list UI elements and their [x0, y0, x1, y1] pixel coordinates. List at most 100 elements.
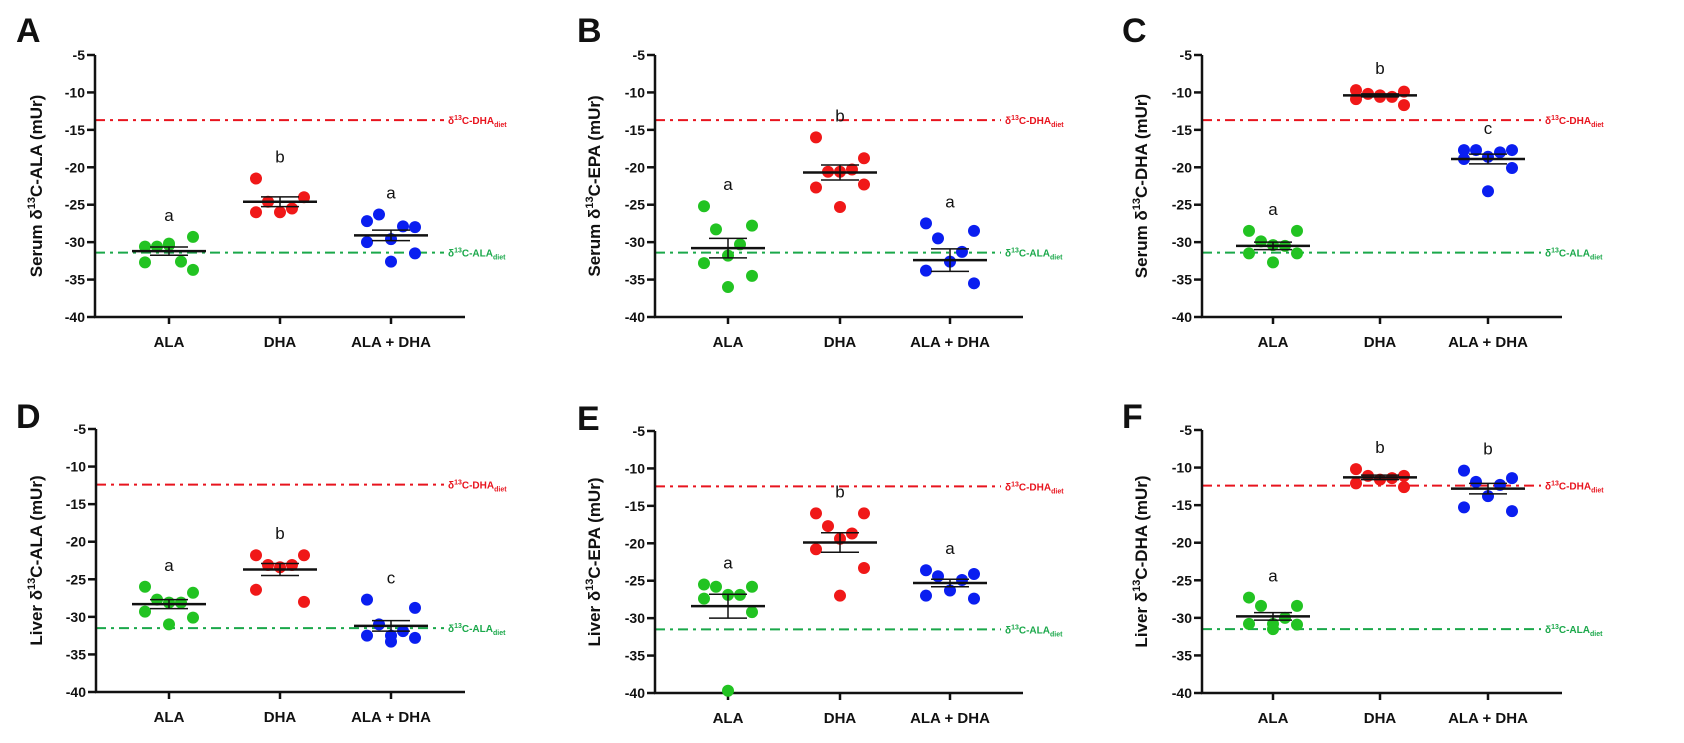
panel-f: F Liver δ13C-DHA (mUr) δ13C-DHAdiet δ13C-AL…	[1122, 398, 1604, 727]
data-point	[956, 245, 968, 258]
data-point	[298, 549, 310, 562]
reference-line-label: δ13C-ALAdiet	[1005, 624, 1063, 638]
y-tick-label: -35	[65, 272, 85, 288]
y-tick-label: -35	[66, 646, 86, 662]
y-tick-label: -25	[625, 573, 645, 589]
series-dha: b	[243, 148, 317, 219]
data-point	[187, 586, 199, 599]
series-ala: a	[132, 206, 206, 276]
y-tick-label: -10	[1172, 460, 1192, 476]
x-tick-label: ALA	[713, 334, 744, 351]
data-point	[834, 200, 846, 213]
series-dha: b	[1343, 59, 1417, 112]
y-axis-label: Serum δ13C-ALA (mUr)	[26, 95, 46, 278]
data-point	[710, 223, 722, 236]
reference-line-label: δ13C-DHAdiet	[1005, 481, 1064, 495]
data-point	[1243, 591, 1255, 604]
data-point	[1398, 99, 1410, 112]
data-point	[968, 592, 980, 605]
data-point	[1506, 472, 1518, 485]
y-axis-label: Serum δ13C-EPA (mUr)	[584, 95, 604, 276]
data-point	[834, 589, 846, 602]
y-axis-label: Liver δ13C-ALA (mUr)	[26, 475, 46, 645]
panel-a: A Serum δ13C-ALA (mUr) δ13C-DHAdiet δ13C-AL…	[16, 12, 507, 351]
panel-d: D Liver δ13C-ALA (mUr) δ13C-DHAdiet δ13C-AL…	[16, 398, 507, 726]
y-tick-label: -5	[74, 421, 87, 437]
y-tick-label: -15	[66, 496, 86, 512]
x-tick-label: ALA + DHA	[351, 334, 431, 351]
reference-line-label: δ13C-ALAdiet	[1005, 248, 1063, 262]
data-point	[1350, 477, 1362, 490]
y-tick-label: -40	[65, 309, 85, 325]
data-point	[286, 559, 298, 572]
y-tick-label: -5	[633, 423, 646, 439]
significance-letter: c	[387, 569, 396, 588]
data-point	[822, 520, 834, 533]
series-ala-dha: a	[913, 539, 987, 605]
significance-letter: b	[275, 524, 284, 543]
data-point	[286, 202, 298, 215]
x-tick-label: ALA + DHA	[1448, 710, 1528, 727]
y-tick-label: -5	[73, 47, 86, 63]
significance-letter: b	[275, 148, 284, 167]
data-point	[1267, 256, 1279, 269]
significance-letter: a	[723, 553, 733, 572]
data-point	[1291, 247, 1303, 260]
panel-e: E Liver δ13C-EPA (mUr) δ13C-DHAdiet δ13C-AL…	[577, 400, 1064, 727]
data-point	[810, 131, 822, 144]
reference-line-label: δ13C-DHAdiet	[448, 115, 507, 129]
series-ala-dha: b	[1451, 440, 1525, 518]
panel-letter: A	[16, 12, 41, 50]
y-tick-label: -40	[1172, 309, 1192, 325]
data-point	[1291, 618, 1303, 631]
data-point	[1243, 224, 1255, 237]
y-tick-label: -10	[65, 84, 85, 100]
series-ala: a	[132, 556, 206, 631]
significance-letter: b	[1483, 440, 1492, 459]
panel-letter: D	[16, 398, 41, 436]
data-point	[1506, 144, 1518, 157]
x-tick-label: ALA	[1258, 334, 1289, 351]
series-ala-dha: c	[1451, 119, 1525, 198]
series-ala-dha: a	[913, 192, 987, 290]
data-point	[175, 596, 187, 609]
y-tick-label: -20	[1172, 535, 1192, 551]
y-tick-label: -30	[1172, 234, 1192, 250]
y-axis-label: Serum δ13C-DHA (mUr)	[1131, 94, 1151, 278]
data-point	[139, 240, 151, 253]
y-tick-label: -15	[1172, 497, 1192, 513]
y-tick-label: -15	[625, 498, 645, 514]
data-point	[298, 191, 310, 204]
y-tick-label: -35	[625, 648, 645, 664]
series-ala-dha: c	[354, 569, 428, 648]
data-point	[139, 580, 151, 593]
data-point	[722, 281, 734, 294]
data-point	[409, 601, 421, 614]
data-point	[932, 232, 944, 245]
panel-letter: E	[577, 400, 600, 438]
y-tick-label: -25	[65, 197, 85, 213]
data-point	[409, 247, 421, 260]
series-dha: b	[243, 524, 317, 608]
y-tick-label: -10	[66, 459, 86, 475]
data-point	[698, 578, 710, 591]
reference-line-label: δ13C-DHAdiet	[1545, 115, 1604, 129]
data-point	[698, 592, 710, 605]
panel-letter: C	[1122, 12, 1147, 50]
data-point	[1458, 464, 1470, 477]
data-point	[810, 507, 822, 520]
reference-line-label: δ13C-DHAdiet	[1545, 481, 1604, 495]
y-tick-label: -20	[625, 535, 645, 551]
data-point	[187, 230, 199, 243]
data-point	[1470, 144, 1482, 157]
data-point	[163, 618, 175, 631]
data-point	[298, 595, 310, 608]
significance-letter: a	[1268, 200, 1278, 219]
data-point	[858, 152, 870, 165]
series-dha: b	[1343, 438, 1417, 494]
x-tick-label: ALA + DHA	[1448, 334, 1528, 351]
significance-letter: b	[1375, 59, 1384, 78]
data-point	[250, 172, 262, 185]
y-tick-label: -10	[625, 460, 645, 476]
y-tick-label: -15	[65, 122, 85, 138]
